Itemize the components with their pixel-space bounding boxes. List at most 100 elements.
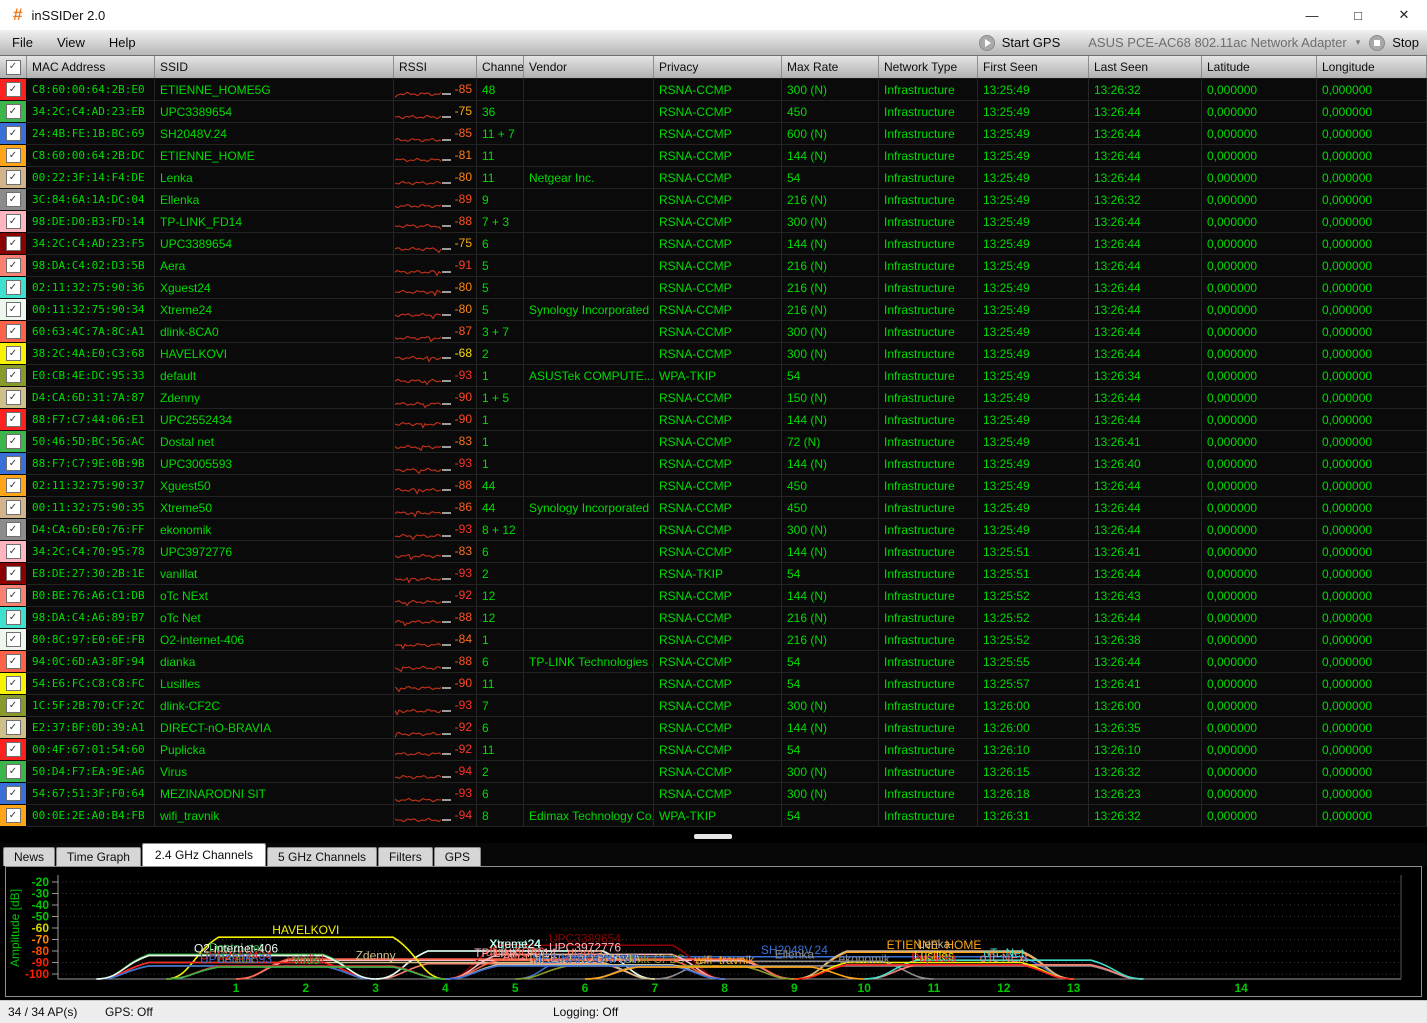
table-row[interactable]: ✓ 00:22:3F:14:F4:DE Lenka -80 11 Netgear Inc.… xyxy=(0,167,1427,189)
table-row[interactable]: ✓ 1C:5F:2B:70:CF:2C dlink-CF2C -93 7 RSNA-CCM… xyxy=(0,695,1427,717)
minimize-icon[interactable]: — xyxy=(1305,7,1319,23)
table-row[interactable]: ✓ E8:DE:27:30:2B:1E vanillat -93 2 RSNA-TKIP 5… xyxy=(0,563,1427,585)
row-checkbox[interactable]: ✓ xyxy=(0,79,27,101)
maximize-icon[interactable]: □ xyxy=(1354,7,1362,23)
row-checkbox[interactable]: ✓ xyxy=(0,299,27,321)
column-header-latitude[interactable]: Latitude xyxy=(1202,56,1317,78)
row-checkbox[interactable]: ✓ xyxy=(0,431,27,453)
column-header-max-rate[interactable]: Max Rate xyxy=(782,56,879,78)
table-row[interactable]: ✓ 80:8C:97:E0:6E:FB O2-internet-406 -84 1 RSN… xyxy=(0,629,1427,651)
row-checkbox[interactable]: ✓ xyxy=(0,321,27,343)
row-checkbox[interactable]: ✓ xyxy=(0,563,27,585)
row-checkbox[interactable]: ✓ xyxy=(0,167,27,189)
start-gps-button[interactable]: Start GPS xyxy=(1001,35,1061,50)
row-checkbox[interactable]: ✓ xyxy=(0,497,27,519)
menu-item-view[interactable]: View xyxy=(56,35,85,50)
column-header-privacy[interactable]: Privacy xyxy=(654,56,782,78)
table-row[interactable]: ✓ 50:46:5D:BC:56:AC Dostal net -83 1 RSNA-CCM… xyxy=(0,431,1427,453)
table-row[interactable]: ✓ 54:E6:FC:C8:C8:FC Lusilles -90 11 RSNA-CCMP… xyxy=(0,673,1427,695)
row-checkbox[interactable]: ✓ xyxy=(0,453,27,475)
table-row[interactable]: ✓ E2:37:BF:0D:39:A1 DIRECT-nO-BRAVIA -92 6 RS… xyxy=(0,717,1427,739)
table-row[interactable]: ✓ 02:11:32:75:90:36 Xguest24 -80 5 RSNA-CCMP 2… xyxy=(0,277,1427,299)
column-header-channel[interactable]: Channel xyxy=(477,56,524,78)
row-checkbox[interactable]: ✓ xyxy=(0,277,27,299)
tab-5-ghz-channels[interactable]: 5 GHz Channels xyxy=(266,847,378,866)
panel-splitter[interactable] xyxy=(0,827,1427,843)
row-checkbox[interactable]: ✓ xyxy=(0,123,27,145)
table-row[interactable]: ✓ 98:DA:C4:A6:89:B7 oTc Net -88 12 RSNA-CCMP 2… xyxy=(0,607,1427,629)
row-checkbox[interactable]: ✓ xyxy=(0,233,27,255)
table-row[interactable]: ✓ 02:11:32:75:90:37 Xguest50 -88 44 RSNA-CCMP… xyxy=(0,475,1427,497)
tab-time-graph[interactable]: Time Graph xyxy=(56,847,141,866)
table-row[interactable]: ✓ 88:F7:C7:9E:0B:9B UPC3005593 -93 1 RSNA-CCM… xyxy=(0,453,1427,475)
row-checkbox[interactable]: ✓ xyxy=(0,365,27,387)
tab-filters[interactable]: Filters xyxy=(378,847,433,866)
row-checkbox[interactable]: ✓ xyxy=(0,409,27,431)
table-row[interactable]: ✓ 98:DE:D0:B3:FD:14 TP-LINK_FD14 -88 7 + 3 RS… xyxy=(0,211,1427,233)
table-row[interactable]: ✓ C8:60:00:64:2B:E0 ETIENNE_HOME5G -85 48 RSN… xyxy=(0,79,1427,101)
table-row[interactable]: ✓ E0:CB:4E:DC:95:33 default -93 1 ASUSTek COM… xyxy=(0,365,1427,387)
close-icon[interactable]: ✕ xyxy=(1398,7,1410,22)
table-row[interactable]: ✓ 00:0E:2E:A0:B4:FB wifi_travnik -94 8 Edimax… xyxy=(0,805,1427,827)
table-row[interactable]: ✓ 38:2C:4A:E0:C3:68 HAVELKOVI -68 2 RSNA-CCMP… xyxy=(0,343,1427,365)
table-row[interactable]: ✓ 98:DA:C4:02:D3:5B Aera -91 5 RSNA-CCMP 216 (… xyxy=(0,255,1427,277)
table-row[interactable]: ✓ 88:F7:C7:44:06:E1 UPC2552434 -90 1 RSNA-CCM… xyxy=(0,409,1427,431)
table-row[interactable]: ✓ B0:BE:76:A6:C1:DB oTc NExt -92 12 RSNA-CCMP… xyxy=(0,585,1427,607)
row-checkbox[interactable]: ✓ xyxy=(0,343,27,365)
play-icon[interactable] xyxy=(978,34,995,51)
column-header-vendor[interactable]: Vendor xyxy=(524,56,654,78)
select-all-checkbox[interactable]: ✓ xyxy=(0,56,27,78)
table-row[interactable]: ✓ 34:2C:C4:70:95:78 UPC3972776 -83 6 RSNA-CCM… xyxy=(0,541,1427,563)
stop-button[interactable]: Stop xyxy=(1392,35,1419,50)
column-header-mac-address[interactable]: MAC Address xyxy=(27,56,155,78)
row-checkbox[interactable]: ✓ xyxy=(0,695,27,717)
row-checkbox[interactable]: ✓ xyxy=(0,717,27,739)
table-row[interactable]: ✓ 60:63:4C:7A:8C:A1 dlink-8CA0 -87 3 + 7 RSNA… xyxy=(0,321,1427,343)
row-checkbox[interactable]: ✓ xyxy=(0,255,27,277)
table-row[interactable]: ✓ D4:CA:6D:E0:76:FF ekonomik -93 8 + 12 RSNA-… xyxy=(0,519,1427,541)
table-row[interactable]: ✓ 00:11:32:75:90:35 Xtreme50 -86 44 Synology … xyxy=(0,497,1427,519)
table-row[interactable]: ✓ D4:CA:6D:31:7A:87 Zdenny -90 1 + 5 RSNA-CCM… xyxy=(0,387,1427,409)
row-checkbox[interactable]: ✓ xyxy=(0,783,27,805)
row-checkbox[interactable]: ✓ xyxy=(0,673,27,695)
tab-news[interactable]: News xyxy=(3,847,56,866)
adapter-select[interactable]: ASUS PCE-AC68 802.11ac Network Adapter xyxy=(1088,35,1347,50)
menu-item-help[interactable]: Help xyxy=(108,35,136,50)
table-row[interactable]: ✓ 24:4B:FE:1B:BC:69 SH2048V.24 -85 11 + 7 RSN… xyxy=(0,123,1427,145)
row-checkbox[interactable]: ✓ xyxy=(0,805,27,827)
column-header-ssid[interactable]: SSID xyxy=(155,56,394,78)
row-checkbox[interactable]: ✓ xyxy=(0,651,27,673)
tab-gps[interactable]: GPS xyxy=(433,847,482,866)
row-checkbox[interactable]: ✓ xyxy=(0,145,27,167)
column-header-network-type[interactable]: Network Type xyxy=(879,56,978,78)
menu-item-file[interactable]: File xyxy=(12,35,33,50)
row-checkbox[interactable]: ✓ xyxy=(0,629,27,651)
row-checkbox[interactable]: ✓ xyxy=(0,387,27,409)
tab-2-4-ghz-channels[interactable]: 2.4 GHz Channels xyxy=(141,843,266,866)
splitter-grip[interactable] xyxy=(694,834,732,839)
table-row[interactable]: ✓ 54:67:51:3F:F0:64 MEZINARODNI SIT -93 6 RSN… xyxy=(0,783,1427,805)
table-row[interactable]: ✓ 94:0C:6D:A3:8F:94 dianka -88 6 TP-LINK Tech… xyxy=(0,651,1427,673)
column-header-rssi[interactable]: RSSI xyxy=(394,56,477,78)
table-row[interactable]: ✓ 00:11:32:75:90:34 Xtreme24 -80 5 Synology I… xyxy=(0,299,1427,321)
table-row[interactable]: ✓ 3C:84:6A:1A:DC:04 Ellenka -89 9 RSNA-CCMP 21… xyxy=(0,189,1427,211)
row-checkbox[interactable]: ✓ xyxy=(0,519,27,541)
row-checkbox[interactable]: ✓ xyxy=(0,475,27,497)
row-checkbox[interactable]: ✓ xyxy=(0,761,27,783)
column-header-longitude[interactable]: Longitude xyxy=(1317,56,1427,78)
row-checkbox[interactable]: ✓ xyxy=(0,585,27,607)
table-row[interactable]: ✓ C8:60:00:64:2B:DC ETIENNE_HOME -81 11 RSNA-… xyxy=(0,145,1427,167)
row-checkbox[interactable]: ✓ xyxy=(0,739,27,761)
row-checkbox[interactable]: ✓ xyxy=(0,101,27,123)
row-checkbox[interactable]: ✓ xyxy=(0,607,27,629)
row-checkbox[interactable]: ✓ xyxy=(0,211,27,233)
table-row[interactable]: ✓ 50:D4:F7:EA:9E:A6 Virus -94 2 RSNA-CCMP 300 … xyxy=(0,761,1427,783)
column-header-first-seen[interactable]: First Seen xyxy=(978,56,1089,78)
stop-icon[interactable] xyxy=(1369,34,1386,51)
chevron-down-icon[interactable]: ▾ xyxy=(1355,37,1361,47)
table-row[interactable]: ✓ 34:2C:C4:AD:23:F5 UPC3389654 -75 6 RSNA-CCM… xyxy=(0,233,1427,255)
row-checkbox[interactable]: ✓ xyxy=(0,541,27,563)
row-checkbox[interactable]: ✓ xyxy=(0,189,27,211)
table-row[interactable]: ✓ 00:4F:67:01:54:60 Puplicka -92 11 RSNA-CCMP… xyxy=(0,739,1427,761)
table-row[interactable]: ✓ 34:2C:C4:AD:23:EB UPC3389654 -75 36 RSNA-CC… xyxy=(0,101,1427,123)
